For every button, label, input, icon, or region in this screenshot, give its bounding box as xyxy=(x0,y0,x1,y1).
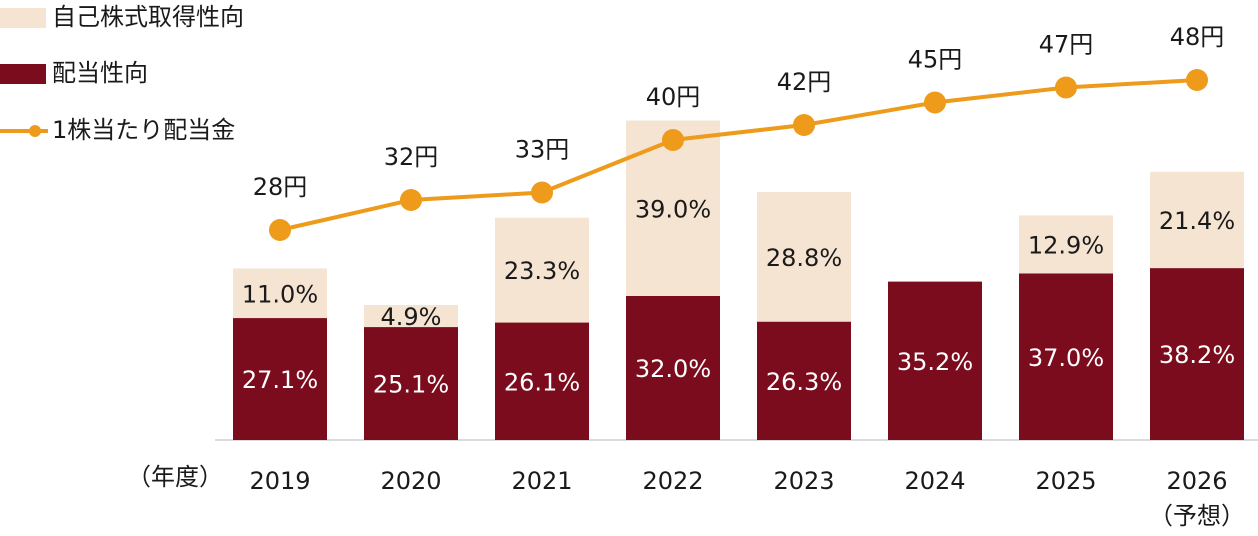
line-value-label: 32円 xyxy=(384,143,439,171)
bar-value-label: 12.9% xyxy=(1028,231,1104,259)
legend-label: 自己株式取得性向 xyxy=(52,3,244,31)
bar-value-label: 37.0% xyxy=(1028,344,1104,372)
bar-segment xyxy=(626,296,720,440)
x-tick-label: 2025 xyxy=(1035,467,1096,495)
x-tick-label: 2022 xyxy=(642,467,703,495)
dividend-point xyxy=(400,189,422,211)
bar-segment xyxy=(364,305,458,328)
bar-value-label: 21.4% xyxy=(1159,207,1235,235)
bar-segment xyxy=(233,268,327,319)
bar-segment xyxy=(364,327,458,440)
bar-value-label: 26.1% xyxy=(504,368,580,396)
dividend-point xyxy=(924,91,946,114)
dividend-point xyxy=(662,129,684,151)
bar-segment xyxy=(757,321,851,440)
line-value-label: 48円 xyxy=(1170,23,1225,51)
bar-segment xyxy=(495,217,589,323)
dividend-point xyxy=(1055,76,1077,99)
bar-segment xyxy=(1150,171,1244,269)
bar-segment xyxy=(233,318,327,440)
x-tick-label: 2021 xyxy=(511,467,572,495)
bar-segment xyxy=(757,192,851,322)
bar-value-label: 27.1% xyxy=(242,366,318,394)
line-value-label: 42円 xyxy=(777,68,832,96)
x-tick-label: 2019 xyxy=(249,467,310,495)
dividend-point xyxy=(1186,69,1208,91)
bar-segment xyxy=(1019,273,1113,440)
bar-value-label: 25.1% xyxy=(373,371,449,399)
dividend-point xyxy=(269,219,291,241)
x-tick-label: 2026 xyxy=(1166,467,1227,495)
bar-value-label: 11.0% xyxy=(242,280,318,308)
legend-swatch xyxy=(0,8,46,28)
x-tick-label: 2020 xyxy=(380,467,441,495)
bar-value-label: 26.3% xyxy=(766,368,842,396)
x-tick-label: 2024 xyxy=(904,467,965,495)
bar-segment xyxy=(1150,268,1244,440)
legend-marker xyxy=(29,125,41,137)
line-value-label: 40円 xyxy=(646,83,701,111)
forecast-note: （予想） xyxy=(1149,502,1245,530)
bar-value-label: 32.0% xyxy=(635,355,711,383)
bar-value-label: 35.2% xyxy=(897,348,973,376)
line-value-label: 33円 xyxy=(515,136,570,164)
dividend-line xyxy=(279,78,1198,232)
line-value-label: 28円 xyxy=(253,173,308,201)
x-axis-label: （年度） xyxy=(127,463,223,491)
legend-label: 1株当たり配当金 xyxy=(52,116,235,144)
bar-value-label: 28.8% xyxy=(766,244,842,272)
bar-segment xyxy=(888,281,982,440)
dividend-point xyxy=(531,181,553,204)
legend-label: 配当性向 xyxy=(52,59,148,87)
bar-value-label: 39.0% xyxy=(635,195,711,223)
bar-segment xyxy=(495,322,589,440)
legend-swatch xyxy=(0,64,46,84)
line-value-label: 45円 xyxy=(908,46,963,74)
bar-value-label: 4.9% xyxy=(381,303,442,331)
dividend-point xyxy=(793,114,815,136)
bar-value-label: 23.3% xyxy=(504,257,580,285)
x-tick-label: 2023 xyxy=(773,467,834,495)
bar-segment xyxy=(1019,215,1113,274)
bar-value-label: 38.2% xyxy=(1159,341,1235,369)
line-value-label: 47円 xyxy=(1039,31,1094,59)
